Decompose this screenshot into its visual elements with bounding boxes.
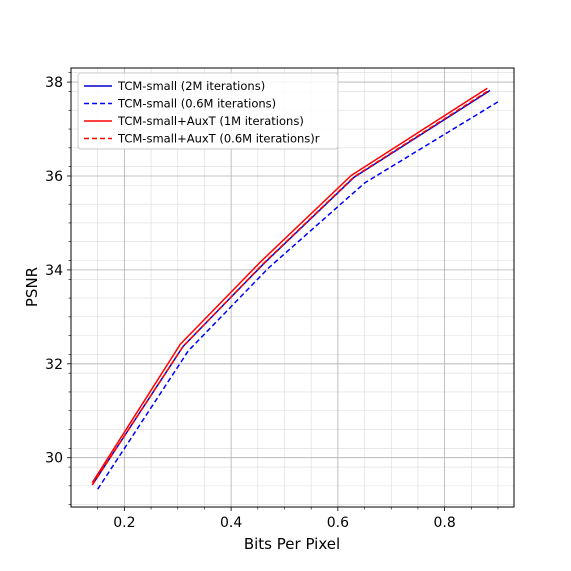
legend-label-3: TCM-small+AuxT (1M iterations)	[117, 114, 304, 128]
y-tick-label: 36	[45, 169, 63, 185]
x-tick-label: 0.4	[220, 515, 242, 531]
x-tick-label: 0.2	[113, 515, 135, 531]
series-lines	[91, 87, 499, 490]
series-line-3	[91, 87, 488, 484]
y-tick-label: 38	[45, 75, 63, 91]
legend: TCM-small (2M iterations) TCM-small (0.6M…	[77, 72, 339, 150]
series-line-1	[91, 89, 491, 486]
legend-label-4: TCM-small+AuxT (0.6M iterations)r	[117, 132, 320, 146]
x-tick-label: 0.8	[433, 515, 455, 531]
series-line-4	[91, 88, 491, 486]
x-tick-label: 0.6	[327, 515, 349, 531]
axis-ticks: 0.2 0.4 0.6 0.8 30 32 34 36 38	[45, 72, 499, 531]
series-line-2	[97, 101, 499, 490]
x-axis-label: Bits Per Pixel	[244, 535, 340, 553]
legend-label-2: TCM-small (0.6M iterations)	[117, 97, 276, 111]
y-tick-label: 34	[45, 263, 63, 279]
legend-label-1: TCM-small (2M iterations)	[117, 79, 265, 93]
y-tick-label: 32	[45, 357, 63, 373]
y-axis-label: PSNR	[23, 267, 41, 307]
legend-box	[77, 72, 339, 150]
y-tick-label: 30	[45, 451, 63, 467]
plot-area-frame	[70, 67, 515, 508]
